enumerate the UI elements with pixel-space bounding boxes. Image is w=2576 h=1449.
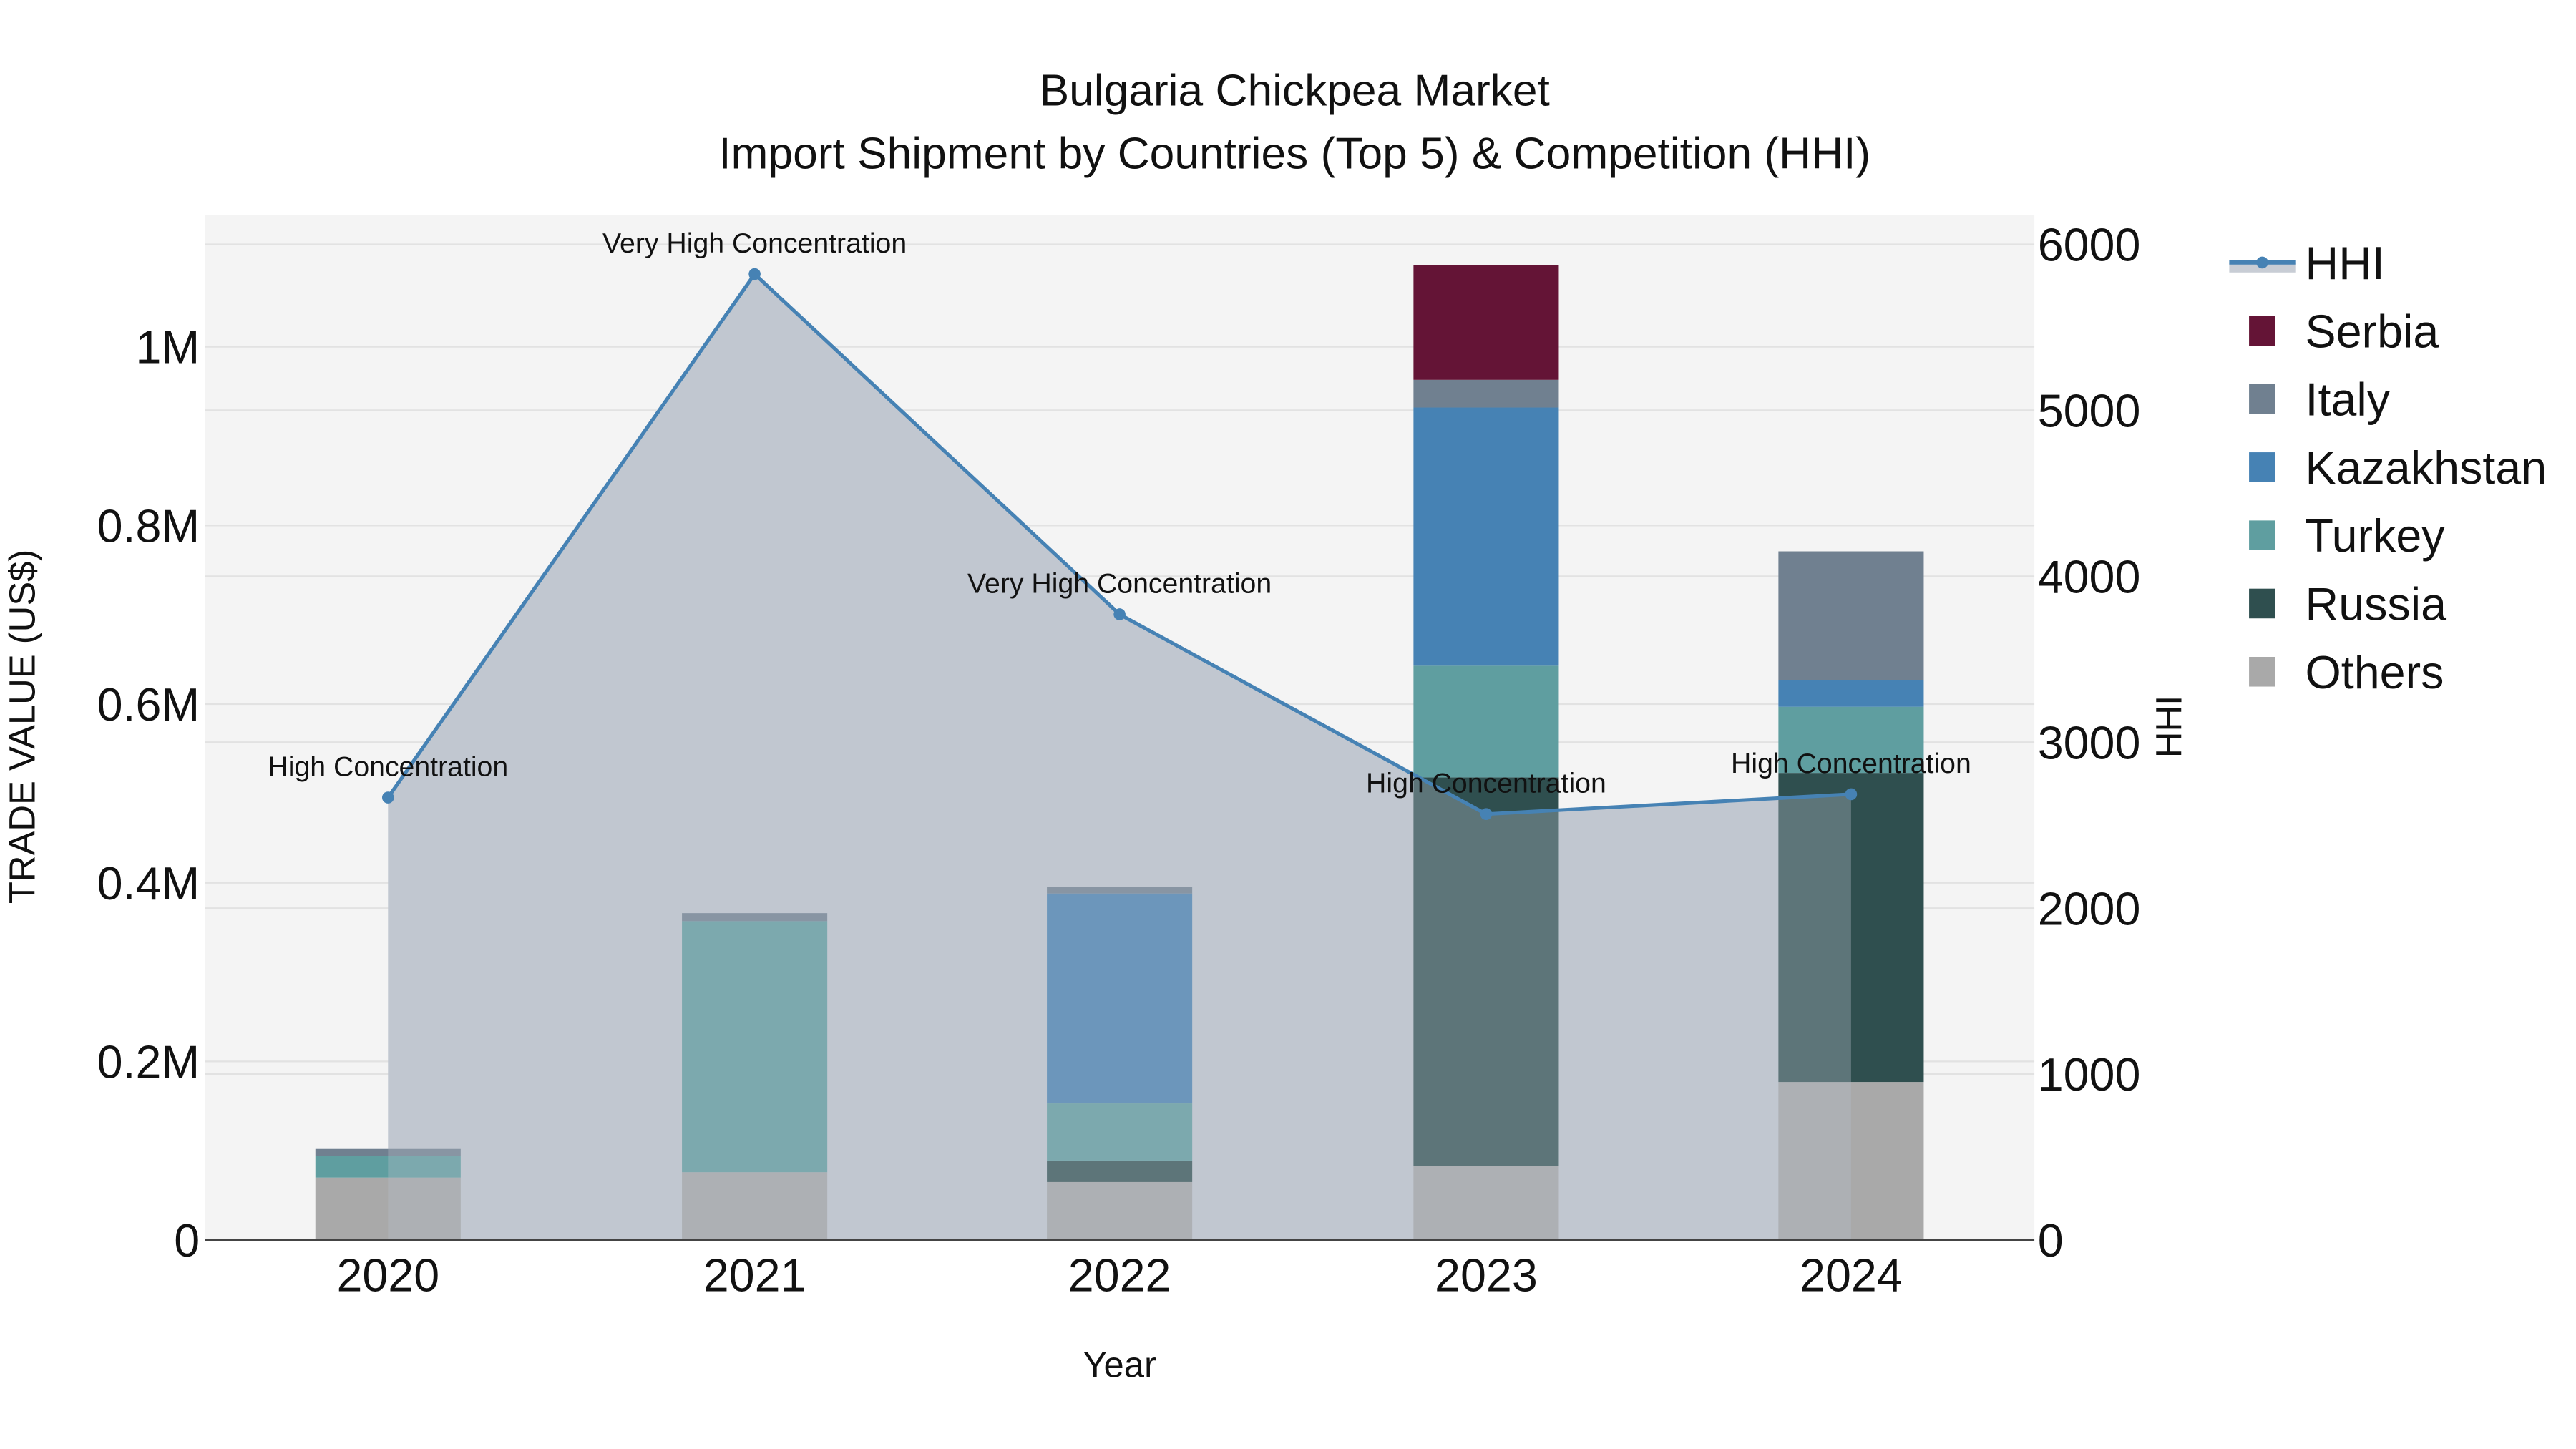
bar-segment-italy-2023	[1413, 379, 1559, 408]
legend-label: HHI	[2306, 238, 2385, 289]
x-axis-ticks: 2020 2021 2022 2023 2024	[336, 1250, 1902, 1302]
hhi-marker-2024	[1845, 788, 1858, 801]
hhi-area-overlay	[388, 274, 1851, 1241]
y2-tick-label: 0	[2038, 1215, 2064, 1267]
y2-tick-label: 6000	[2038, 220, 2141, 271]
x-tick-label: 2022	[1068, 1250, 1171, 1302]
y2-axis-title: HHI	[2148, 696, 2189, 758]
bar-segment-italy-2020	[315, 1148, 461, 1156]
y-tick-label: 0	[174, 1215, 200, 1267]
legend-item-russia: Russia	[2249, 579, 2446, 630]
legend-swatch-icon	[2249, 384, 2275, 414]
y2-tick-label: 5000	[2038, 386, 2141, 437]
bar-segment-others-2022	[1047, 1181, 1193, 1241]
y-axis-title: TRADE VALUE (US$)	[1, 550, 42, 904]
hhi-annotation-2023: High Concentration	[1366, 768, 1606, 799]
bar-segment-turkey-2024	[1778, 706, 1924, 774]
x-tick-label: 2024	[1800, 1250, 1903, 1302]
y2-axis-ticks: 0 1000 2000 3000 4000 5000 6000	[2038, 220, 2141, 1267]
legend-item-hhi: HHI	[2229, 238, 2385, 289]
bar-segment-russia-2024	[1778, 773, 1924, 1083]
legend-item-kazakhstan: Kazakhstan	[2249, 442, 2547, 494]
legend-swatch-icon	[2249, 316, 2275, 346]
hhi-annotation-2021: Very High Concentration	[602, 228, 907, 259]
x-tick-label: 2023	[1435, 1250, 1538, 1302]
bar-segment-italy-2022	[1047, 887, 1193, 894]
hhi-marker-2021	[748, 268, 761, 280]
chart-title: Bulgaria Chickpea Market	[1040, 67, 1550, 116]
bar-segment-italy-2021	[682, 913, 828, 922]
x-axis-title: Year	[1083, 1345, 1156, 1385]
y-tick-label: 0.4M	[97, 858, 200, 909]
hhi-legend-marker-icon	[2256, 256, 2268, 269]
y-tick-label: 0.2M	[97, 1036, 200, 1088]
bar-segment-russia-2023	[1413, 777, 1559, 1166]
hhi-line	[382, 268, 1858, 821]
bar-segment-kazakhstan-2022	[1047, 893, 1193, 1104]
hhi-annotation-2020: High Concentration	[268, 751, 508, 783]
legend-item-italy: Italy	[2249, 374, 2391, 426]
y2-tick-label: 3000	[2038, 717, 2141, 769]
legend-label: Kazakhstan	[2306, 442, 2547, 494]
legend-item-others: Others	[2249, 647, 2444, 698]
bar-segment-turkey-2020	[315, 1156, 461, 1178]
legend-swatch-icon	[2249, 520, 2275, 550]
legend-label: Serbia	[2306, 306, 2439, 357]
hhi-marker-2022	[1113, 608, 1126, 620]
legend-item-turkey: Turkey	[2249, 510, 2445, 562]
y-axis-ticks: 0 0.2M 0.4M 0.6M 0.8M 1M	[97, 322, 200, 1267]
bar-segment-turkey-2022	[1047, 1103, 1193, 1161]
y2-tick-label: 1000	[2038, 1049, 2141, 1101]
legend-swatch-icon	[2249, 657, 2275, 687]
x-tick-label: 2020	[336, 1250, 439, 1302]
x-tick-label: 2021	[703, 1250, 806, 1302]
legend-label: Italy	[2306, 374, 2391, 426]
chart-subtitle: Import Shipment by Countries (Top 5) & C…	[718, 129, 1870, 178]
bar-segment-turkey-2023	[1413, 665, 1559, 778]
legend-label: Turkey	[2306, 510, 2446, 562]
bar-segment-russia-2022	[1047, 1160, 1193, 1182]
legend-label: Russia	[2306, 579, 2447, 630]
stacked-bars	[315, 265, 1924, 1241]
bar-segment-kazakhstan-2024	[1778, 680, 1924, 707]
bar-segment-kazakhstan-2023	[1413, 407, 1559, 666]
legend-item-serbia: Serbia	[2249, 306, 2439, 357]
bar-segment-others-2021	[682, 1172, 828, 1241]
legend: HHI Serbia Italy Kazakhstan Turkey Russia Othe…	[2229, 238, 2547, 698]
bar-segment-italy-2024	[1778, 551, 1924, 680]
hhi-marker-2020	[382, 791, 394, 804]
hhi-annotation-2022: Very High Concentration	[967, 567, 1272, 599]
bar-segment-serbia-2023	[1413, 265, 1559, 380]
y-tick-label: 0.6M	[97, 679, 200, 731]
bar-segment-others-2023	[1413, 1166, 1559, 1241]
bar-segment-turkey-2021	[682, 921, 828, 1173]
legend-label: Others	[2306, 647, 2444, 698]
bar-segment-others-2024	[1778, 1082, 1924, 1241]
bar-segment-others-2020	[315, 1177, 461, 1241]
y-tick-label: 0.8M	[97, 500, 200, 552]
legend-swatch-icon	[2249, 588, 2275, 619]
y2-tick-label: 2000	[2038, 883, 2141, 935]
y-tick-label: 1M	[135, 322, 200, 374]
legend-swatch-icon	[2249, 452, 2275, 482]
hhi-annotation-2024: High Concentration	[1731, 748, 1971, 779]
hhi-marker-2023	[1480, 808, 1493, 821]
y2-tick-label: 4000	[2038, 551, 2141, 602]
hhi-annotations: High Concentration Very High Concentratio…	[268, 228, 1971, 799]
